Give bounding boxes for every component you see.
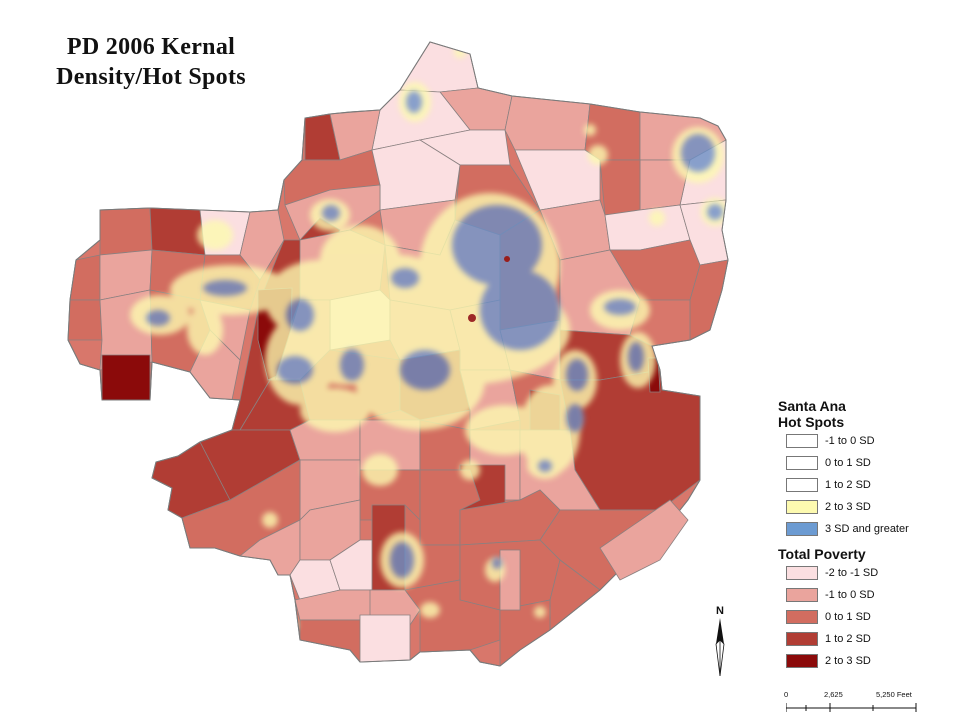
north-arrow-icon: N — [715, 605, 725, 677]
legend-label: 0 to 1 SD — [825, 611, 871, 623]
legend-label: -2 to -1 SD — [825, 567, 879, 579]
legend-label: 3 SD and greater — [825, 523, 909, 535]
north-label: N — [716, 605, 724, 617]
eastern-parcel — [599, 499, 689, 581]
legend-item: -1 to 0 SD — [778, 430, 958, 452]
legend-swatch — [786, 566, 818, 580]
legend-swatch — [786, 500, 818, 514]
legend-label: 2 to 3 SD — [825, 501, 871, 513]
legend-label: 1 to 2 SD — [825, 633, 871, 645]
legend-label: 0 to 1 SD — [825, 457, 871, 469]
legend-item: 0 to 1 SD — [778, 606, 958, 628]
scale-tick-0: 0 — [784, 690, 789, 699]
scale-bar-graphic — [786, 703, 917, 712]
legend-swatch — [786, 632, 818, 646]
scale-tick-1: 2,625 — [824, 690, 843, 699]
legend-item: -2 to -1 SD — [778, 562, 958, 584]
legend-poverty-title: Total Poverty — [778, 546, 866, 562]
legend-item: 1 to 2 SD — [778, 474, 958, 496]
legend-item: 2 to 3 SD — [778, 650, 958, 672]
legend-swatch — [786, 654, 818, 668]
legend-swatch — [786, 522, 818, 536]
legend-hot-spots-title-line2: Hot Spots — [778, 414, 845, 430]
legend-swatch — [786, 456, 818, 470]
map-title-line1: PD 2006 Kernal — [66, 34, 236, 60]
scale-bar: 0 2,625 5,250 Feet — [784, 690, 934, 716]
legend-label: 1 to 2 SD — [825, 479, 871, 491]
legend-item: 3 SD and greater — [778, 518, 958, 540]
legend-swatch — [786, 588, 818, 602]
legend-item: 1 to 2 SD — [778, 628, 958, 650]
hot-spot-overlay — [130, 46, 728, 631]
map-title: PD 2006 Kernal Density/Hot Spots — [20, 32, 282, 92]
legend-swatch — [786, 478, 818, 492]
map-legend: Santa Ana Hot Spots -1 to 0 SD 0 to 1 SD… — [778, 398, 958, 678]
legend-hot-spots: Santa Ana Hot Spots -1 to 0 SD 0 to 1 SD… — [778, 398, 958, 540]
legend-label: 2 to 3 SD — [825, 655, 871, 667]
legend-item: 2 to 3 SD — [778, 496, 958, 518]
legend-label: -1 to 0 SD — [825, 435, 875, 447]
legend-hot-spots-title-line1: Santa Ana — [778, 398, 846, 414]
map-title-line2: Density/Hot Spots — [56, 64, 246, 90]
legend-item: 0 to 1 SD — [778, 452, 958, 474]
legend-swatch — [786, 610, 818, 624]
legend-label: -1 to 0 SD — [825, 589, 875, 601]
legend-swatch — [786, 434, 818, 448]
scale-tick-2: 5,250 Feet — [876, 690, 912, 699]
legend-item: -1 to 0 SD — [778, 584, 958, 606]
legend-poverty: Total Poverty -2 to -1 SD -1 to 0 SD 0 t… — [778, 546, 958, 672]
legend-hot-spots-title: Santa Ana Hot Spots — [778, 398, 958, 430]
